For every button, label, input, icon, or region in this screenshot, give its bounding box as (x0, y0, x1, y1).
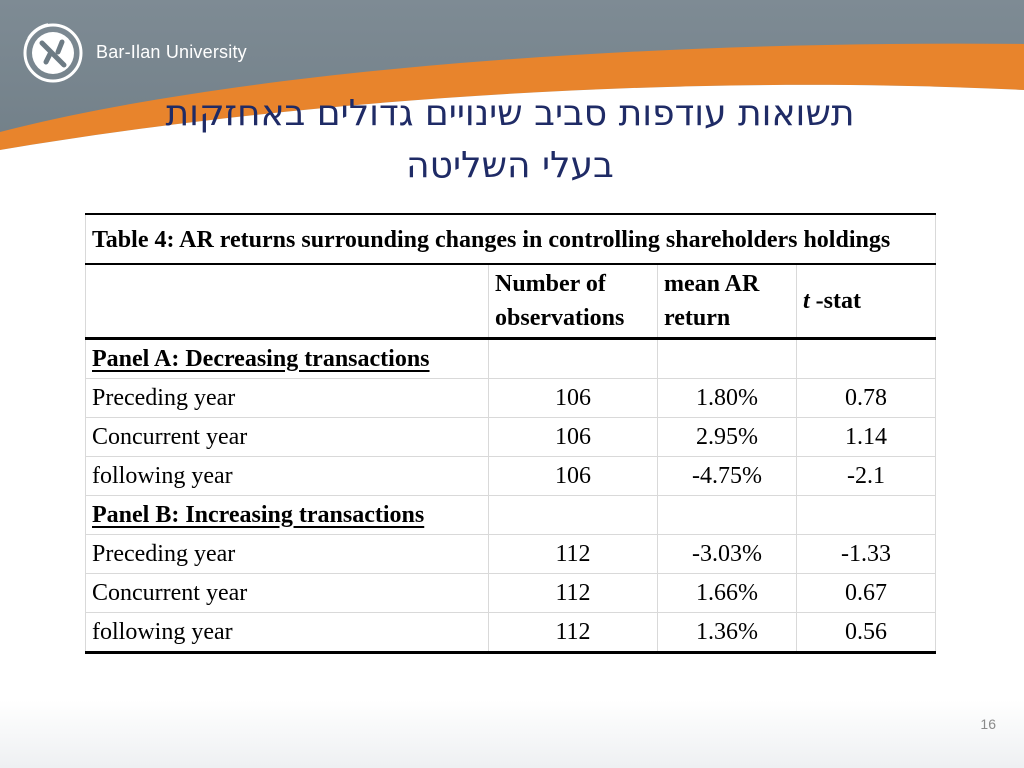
table-row: following year 112 1.36% 0.56 (85, 612, 936, 654)
table-row: Concurrent year 112 1.66% 0.67 (85, 573, 936, 613)
results-table: Table 4: AR returns surrounding changes … (85, 213, 936, 654)
row-label: Preceding year (85, 534, 489, 574)
header-number-of-observations: Number of observations (488, 263, 658, 340)
header-t-stat: t -stat (796, 263, 936, 340)
table-header-row: Number of observations mean AR return t … (85, 263, 936, 340)
cell-mean: 1.80% (657, 378, 797, 418)
table-row: Concurrent year 106 2.95% 1.14 (85, 417, 936, 457)
panel-a-label: Panel A: Decreasing transactions (92, 345, 430, 372)
slide-title: תשואות עודפות סביב שינויים גדולים באחזקו… (80, 88, 940, 192)
header-decoration (0, 43, 1024, 210)
cell-mean: 2.95% (657, 417, 797, 457)
footer-shade (0, 700, 1024, 768)
slide-title-line-1: תשואות עודפות סביב שינויים גדולים באחזקו… (165, 93, 855, 134)
row-label: Concurrent year (85, 573, 489, 613)
page-number: 16 (980, 716, 996, 732)
cell-n: 106 (488, 456, 658, 496)
table-row: Preceding year 112 -3.03% -1.33 (85, 534, 936, 574)
cell-n: 106 (488, 378, 658, 418)
header-empty-cell (85, 263, 489, 340)
cell-n: 106 (488, 417, 658, 457)
header-mean-ar-return: mean AR return (657, 263, 797, 340)
row-label: following year (85, 456, 489, 496)
panel-row: Panel B: Increasing transactions (85, 495, 936, 535)
slide-title-line-2: בעלי השליטה (406, 145, 614, 186)
cell-mean: 1.66% (657, 573, 797, 613)
cell-t: -1.33 (796, 534, 936, 574)
row-label: following year (85, 612, 489, 654)
t-stat-suffix: -stat (809, 288, 861, 314)
t-italic: t (803, 288, 810, 314)
panel-row: Panel A: Decreasing transactions (85, 338, 936, 379)
cell-t: -2.1 (796, 456, 936, 496)
cell-mean: 1.36% (657, 612, 797, 654)
brand-name: Bar-Ilan University (96, 42, 247, 62)
cell-t: 0.78 (796, 378, 936, 418)
cell-mean: -4.75% (657, 456, 797, 496)
row-label: Preceding year (85, 378, 489, 418)
row-label: Concurrent year (85, 417, 489, 457)
panel-b-label: Panel B: Increasing transactions (92, 501, 425, 528)
cell-n: 112 (488, 573, 658, 613)
cell-t: 1.14 (796, 417, 936, 457)
table-row: following year 106 -4.75% -2.1 (85, 456, 936, 496)
university-logo (18, 18, 88, 88)
cell-t: 0.56 (796, 612, 936, 654)
cell-mean: -3.03% (657, 534, 797, 574)
cell-n: 112 (488, 612, 658, 654)
panel-a-title: Panel A: Decreasing transactions (85, 338, 489, 379)
table-row: Preceding year 106 1.80% 0.78 (85, 378, 936, 418)
cell-n: 112 (488, 534, 658, 574)
table-caption: Table 4: AR returns surrounding changes … (85, 213, 936, 265)
cell-t: 0.67 (796, 573, 936, 613)
panel-b-title: Panel B: Increasing transactions (85, 495, 489, 535)
